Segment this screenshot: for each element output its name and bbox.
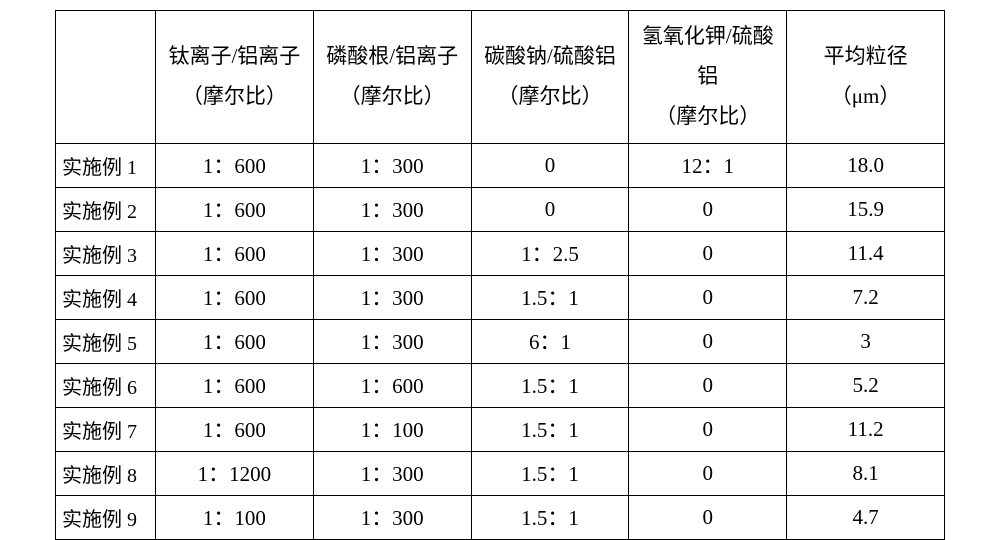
- cell: 0: [629, 495, 787, 539]
- cell: 0: [629, 407, 787, 451]
- header-empty: [56, 11, 156, 144]
- cell: 1.5：1: [471, 363, 629, 407]
- cell: 1：600: [156, 275, 314, 319]
- cell: 1.5：1: [471, 451, 629, 495]
- table-row: 实施例 3 1：600 1：300 1：2.5 0 11.4: [56, 231, 945, 275]
- cell: 0: [629, 363, 787, 407]
- cell: 18.0: [787, 143, 945, 187]
- table-row: 实施例 7 1：600 1：100 1.5：1 0 11.2: [56, 407, 945, 451]
- col-header: 平均粒径 （μm）: [787, 11, 945, 144]
- row-label: 实施例 3: [56, 231, 156, 275]
- col-header: 钛离子/铝离子 （摩尔比）: [156, 11, 314, 144]
- col-header: 磷酸根/铝离子 （摩尔比）: [313, 11, 471, 144]
- col-header: 碳酸钠/硫酸铝 （摩尔比）: [471, 11, 629, 144]
- cell: 1：600: [156, 143, 314, 187]
- table-body: 实施例 1 1：600 1：300 0 12：1 18.0 实施例 2 1：60…: [56, 143, 945, 539]
- cell: 1：300: [313, 275, 471, 319]
- cell: 0: [629, 231, 787, 275]
- cell: 15.9: [787, 187, 945, 231]
- cell: 1：600: [156, 319, 314, 363]
- row-label: 实施例 1: [56, 143, 156, 187]
- header-row: 钛离子/铝离子 （摩尔比） 磷酸根/铝离子 （摩尔比） 碳酸钠/硫酸铝 （摩尔比…: [56, 11, 945, 144]
- cell: 12：1: [629, 143, 787, 187]
- cell: 1：600: [156, 363, 314, 407]
- cell: 8.1: [787, 451, 945, 495]
- cell: 7.2: [787, 275, 945, 319]
- table-row: 实施例 2 1：600 1：300 0 0 15.9: [56, 187, 945, 231]
- cell: 1.5：1: [471, 407, 629, 451]
- cell: 5.2: [787, 363, 945, 407]
- cell: 1：300: [313, 143, 471, 187]
- cell: 1：600: [156, 407, 314, 451]
- cell: 0: [629, 319, 787, 363]
- col-header-line1: 氢氧化钾/硫酸铝: [642, 24, 774, 88]
- cell: 3: [787, 319, 945, 363]
- row-label: 实施例 7: [56, 407, 156, 451]
- cell: 1：600: [156, 231, 314, 275]
- col-header-line2: （摩尔比）: [497, 84, 602, 108]
- row-label: 实施例 5: [56, 319, 156, 363]
- table-row: 实施例 9 1：100 1：300 1.5：1 0 4.7: [56, 495, 945, 539]
- cell: 0: [629, 187, 787, 231]
- data-table: 钛离子/铝离子 （摩尔比） 磷酸根/铝离子 （摩尔比） 碳酸钠/硫酸铝 （摩尔比…: [55, 10, 945, 540]
- col-header-line1: 磷酸根/铝离子: [326, 44, 458, 68]
- cell: 1.5：1: [471, 275, 629, 319]
- cell: 1.5：1: [471, 495, 629, 539]
- row-label: 实施例 4: [56, 275, 156, 319]
- cell: 1：300: [313, 495, 471, 539]
- cell: 11.4: [787, 231, 945, 275]
- cell: 0: [629, 451, 787, 495]
- cell: 1：300: [313, 451, 471, 495]
- col-header-line2: （摩尔比）: [182, 84, 287, 108]
- cell: 4.7: [787, 495, 945, 539]
- row-label: 实施例 8: [56, 451, 156, 495]
- cell: 11.2: [787, 407, 945, 451]
- cell: 1：300: [313, 319, 471, 363]
- table-row: 实施例 4 1：600 1：300 1.5：1 0 7.2: [56, 275, 945, 319]
- col-header-line2: （摩尔比）: [340, 84, 445, 108]
- table-row: 实施例 5 1：600 1：300 6：1 0 3: [56, 319, 945, 363]
- table-row: 实施例 6 1：600 1：600 1.5：1 0 5.2: [56, 363, 945, 407]
- row-label: 实施例 6: [56, 363, 156, 407]
- cell: 1：300: [313, 187, 471, 231]
- cell: 1：100: [156, 495, 314, 539]
- col-header-line1: 平均粒径: [824, 44, 908, 68]
- col-header-line1: 碳酸钠/硫酸铝: [484, 44, 616, 68]
- col-header-line2: （μm）: [831, 84, 901, 108]
- table-row: 实施例 8 1：1200 1：300 1.5：1 0 8.1: [56, 451, 945, 495]
- cell: 6：1: [471, 319, 629, 363]
- table-row: 实施例 1 1：600 1：300 0 12：1 18.0: [56, 143, 945, 187]
- cell: 1：300: [313, 231, 471, 275]
- row-label: 实施例 2: [56, 187, 156, 231]
- cell: 1：100: [313, 407, 471, 451]
- cell: 1：600: [313, 363, 471, 407]
- col-header: 氢氧化钾/硫酸铝 （摩尔比）: [629, 11, 787, 144]
- cell: 1：2.5: [471, 231, 629, 275]
- cell: 0: [471, 143, 629, 187]
- cell: 0: [629, 275, 787, 319]
- cell: 1：600: [156, 187, 314, 231]
- row-label: 实施例 9: [56, 495, 156, 539]
- cell: 0: [471, 187, 629, 231]
- cell: 1：1200: [156, 451, 314, 495]
- col-header-line2: （摩尔比）: [655, 104, 760, 128]
- col-header-line1: 钛离子/铝离子: [168, 44, 300, 68]
